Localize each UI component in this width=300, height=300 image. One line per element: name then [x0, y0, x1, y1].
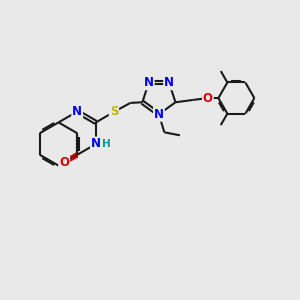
Text: H: H [102, 139, 111, 149]
Text: N: N [91, 137, 101, 151]
Text: N: N [164, 76, 174, 89]
Text: N: N [72, 105, 82, 118]
Text: N: N [154, 108, 164, 121]
Text: O: O [203, 92, 213, 105]
Text: O: O [59, 156, 69, 169]
Text: S: S [110, 105, 118, 119]
Text: N: N [144, 76, 154, 89]
